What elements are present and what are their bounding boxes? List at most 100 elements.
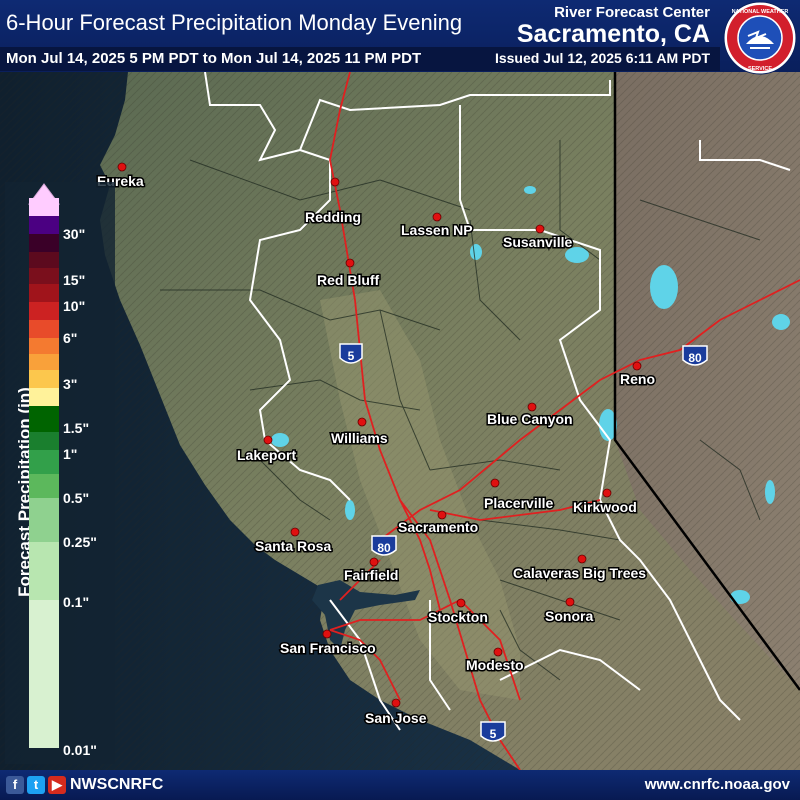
terrain-texture [0, 72, 800, 770]
legend-swatch [29, 474, 59, 498]
city-marker [437, 510, 447, 520]
city-label: Placerville [484, 495, 553, 511]
city-marker [263, 435, 273, 445]
legend-swatch [29, 600, 59, 748]
city-label: Lassen NP [401, 222, 473, 238]
basin-boundaries [204, 72, 791, 731]
highway-shield-80-east: 80 [682, 345, 708, 366]
legend-tick-label: 0.25" [63, 534, 97, 550]
youtube-icon[interactable]: ▶ [48, 776, 66, 794]
map-title: 6-Hour Forecast Precipitation Monday Eve… [6, 10, 463, 35]
legend-swatch [29, 450, 59, 474]
legend-color-bar [29, 198, 59, 748]
highways [329, 72, 800, 770]
city-marker [322, 629, 332, 639]
city-label: Redding [305, 209, 361, 225]
city-label: Blue Canyon [487, 411, 573, 427]
legend-tick-label: 0.5" [63, 490, 90, 506]
highway-shield-80-west: 80 [371, 535, 397, 556]
city-marker [345, 258, 355, 268]
rfc-name: River Forecast Center [554, 4, 710, 21]
twitter-icon[interactable]: t [27, 776, 45, 794]
svg-text:80: 80 [688, 351, 702, 365]
valid-period: Mon Jul 14, 2025 5 PM PDT to Mon Jul 14,… [6, 50, 422, 67]
city-marker [632, 361, 642, 371]
footer: f t ▶ NWSCNRFC www.cnrfc.noaa.gov [0, 770, 800, 800]
svg-text:5: 5 [348, 349, 355, 363]
city-marker [369, 557, 379, 567]
svg-text:5: 5 [490, 727, 497, 741]
svg-text:SERVICE: SERVICE [748, 66, 772, 72]
city-label: Calaveras Big Trees [513, 565, 646, 581]
legend-tick-label: 1.5" [63, 420, 90, 436]
county-boundaries [160, 140, 761, 681]
city-marker [456, 598, 466, 608]
central-valley [320, 290, 520, 700]
legend-tick-label: 30" [63, 226, 86, 242]
legend-tick-label: 0.01" [63, 742, 97, 758]
city-label: Lakeport [237, 447, 296, 463]
legend-swatch [29, 406, 59, 432]
issued-time: Issued Jul 12, 2025 6:11 AM PDT [494, 50, 710, 66]
legend-tick-label: 3" [63, 376, 78, 392]
city-label: San Jose [365, 710, 427, 726]
city-marker [117, 162, 127, 172]
social-links: f t ▶ [6, 776, 66, 794]
city-label: Santa Rosa [255, 538, 331, 554]
legend-tick-label: 1" [63, 446, 78, 462]
legend-tick-label: 0.1" [63, 594, 90, 610]
nws-logo-icon[interactable]: NATIONAL WEATHER SERVICE [722, 0, 798, 76]
legend-swatch [29, 268, 59, 284]
highway-shield-5-south: 5 [480, 721, 506, 742]
lakes [271, 186, 790, 604]
city-label: Reno [620, 371, 655, 387]
city-marker [357, 417, 367, 427]
city-marker [432, 212, 442, 222]
city-marker [602, 488, 612, 498]
city-marker [535, 224, 545, 234]
city-label: Modesto [466, 657, 524, 673]
legend-swatch [29, 388, 59, 406]
city-label: Red Bluff [317, 272, 380, 288]
city-label: Williams [331, 430, 388, 446]
legend-tick-label: 10" [63, 298, 86, 314]
legend-swatch [29, 284, 59, 302]
city-marker [330, 177, 340, 187]
city-label: Sacramento [398, 519, 478, 535]
city-label: Susanville [503, 234, 572, 250]
city-label: Fairfield [344, 567, 398, 583]
legend-swatch [29, 198, 59, 216]
legend-swatch [29, 542, 59, 600]
social-handle[interactable]: NWSCNRFC [70, 776, 164, 793]
state-line [613, 72, 800, 691]
legend-swatch [29, 252, 59, 268]
legend-swatch [29, 338, 59, 354]
legend-swatch [29, 216, 59, 234]
city-marker [577, 554, 587, 564]
city-label: Kirkwood [573, 499, 637, 515]
legend-swatch [29, 354, 59, 370]
city-label: Sonora [545, 608, 593, 624]
highway-shield-5-north: 5 [339, 343, 363, 364]
legend-tick-label: 15" [63, 272, 86, 288]
legend-swatch [29, 370, 59, 388]
legend-swatch [29, 234, 59, 252]
city-marker [493, 647, 503, 657]
valid-period-bar: Mon Jul 14, 2025 5 PM PDT to Mon Jul 14,… [0, 47, 720, 71]
website-link[interactable]: www.cnrfc.noaa.gov [644, 776, 790, 793]
city-marker [490, 478, 500, 488]
city-marker [527, 402, 537, 412]
header: 6-Hour Forecast Precipitation Monday Eve… [0, 0, 800, 72]
precipitation-legend: Forecast Precipitation (in) 30" 15" 10" 6" 3… [5, 182, 115, 764]
city-label: San Francisco [280, 640, 376, 656]
svg-text:NATIONAL WEATHER: NATIONAL WEATHER [732, 9, 789, 15]
svg-text:80: 80 [377, 541, 391, 555]
legend-swatch [29, 320, 59, 338]
legend-swatch [29, 498, 59, 542]
facebook-icon[interactable]: f [6, 776, 24, 794]
city-marker [391, 698, 401, 708]
city-marker [290, 527, 300, 537]
city-label: Stockton [428, 609, 488, 625]
